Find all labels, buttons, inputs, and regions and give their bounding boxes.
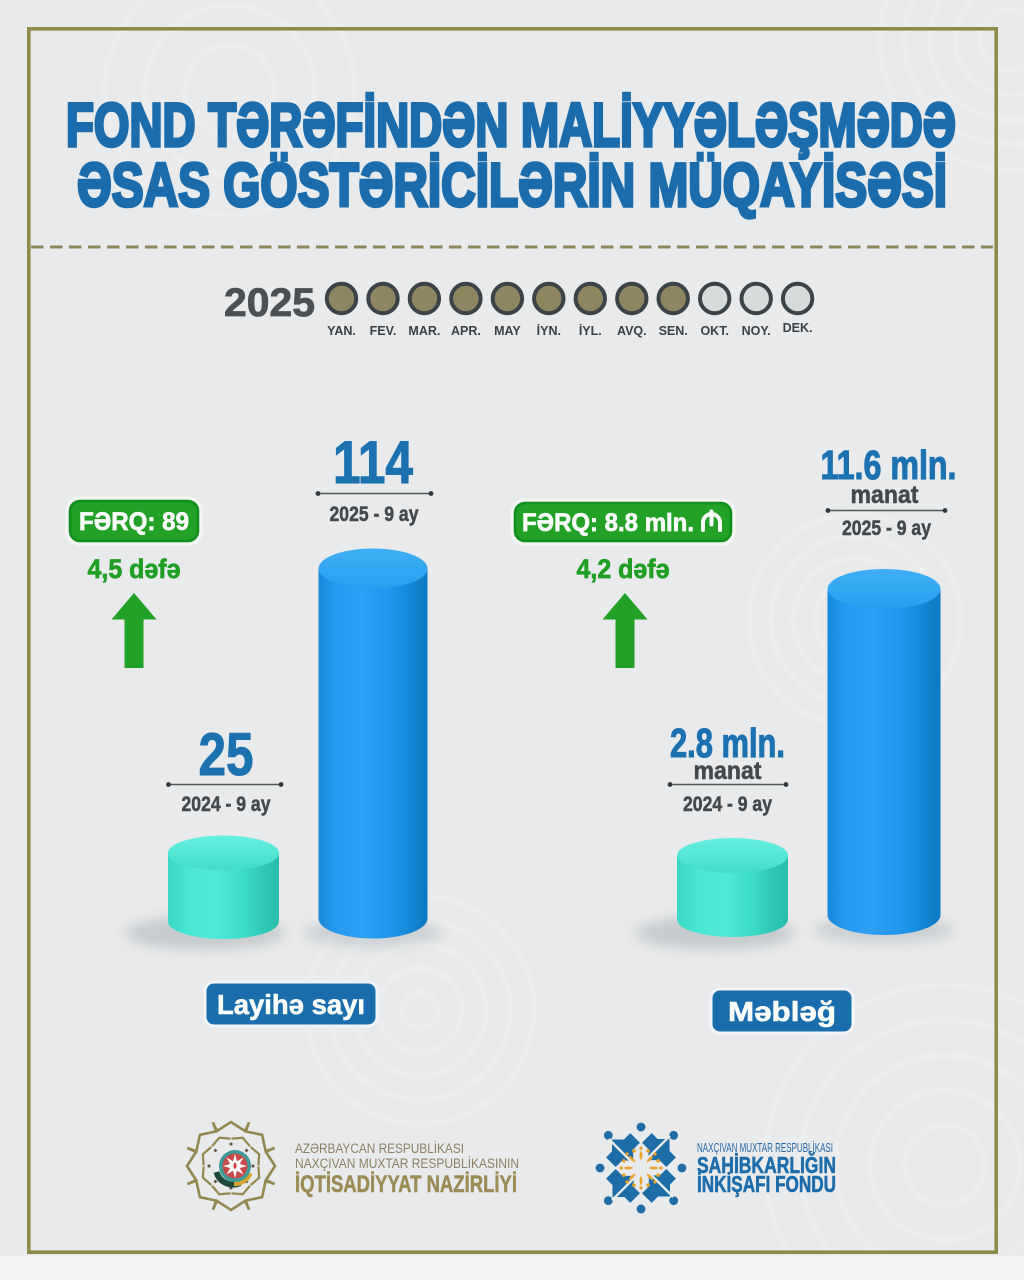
svg-text:2025 - 9 ay: 2025 - 9 ay (842, 517, 931, 540)
svg-text:2025 - 9 ay: 2025 - 9 ay (330, 503, 419, 526)
svg-text:25: 25 (199, 721, 254, 788)
svg-text:FƏRQ: 89: FƏRQ: 89 (79, 508, 189, 536)
svg-text:İNKİŞAFI FONDU: İNKİŞAFI FONDU (697, 1171, 836, 1197)
svg-text:11.6 mln.: 11.6 mln. (821, 442, 957, 488)
svg-text:NAXÇIVAN MUXTAR RESPUBLİKASI: NAXÇIVAN MUXTAR RESPUBLİKASI (697, 1141, 833, 1155)
svg-text:SEN.: SEN. (659, 324, 688, 338)
svg-text:DEK.: DEK. (783, 321, 813, 335)
svg-text:İYL.: İYL. (579, 323, 602, 338)
svg-text:OKT.: OKT. (700, 324, 728, 338)
svg-text:NAXÇIVAN MUXTAR RESPUBLİKASINI: NAXÇIVAN MUXTAR RESPUBLİKASININ (295, 1156, 519, 1171)
svg-text:İYN.: İYN. (537, 323, 561, 338)
svg-text:Məbləğ: Məbləğ (728, 996, 836, 1027)
svg-text:FOND TƏRƏFİNDƏN MALİYYƏLƏŞMƏDƏ: FOND TƏRƏFİNDƏN MALİYYƏLƏŞMƏDƏ (66, 91, 956, 159)
svg-text:114: 114 (333, 429, 414, 496)
svg-text:2024 - 9 ay: 2024 - 9 ay (683, 793, 772, 816)
svg-text:NOY.: NOY. (742, 324, 771, 338)
svg-text:YAN.: YAN. (327, 324, 356, 338)
svg-text:2024 - 9 ay: 2024 - 9 ay (182, 793, 271, 816)
svg-text:Layihə sayı: Layihə sayı (217, 989, 365, 1020)
svg-text:ƏSAS GÖSTƏRİCİLƏRİN MÜQAYİSƏSİ: ƏSAS GÖSTƏRİCİLƏRİN MÜQAYİSƏSİ (77, 151, 947, 219)
svg-text:4,5 dəfə: 4,5 dəfə (88, 554, 181, 584)
svg-text:manat: manat (694, 757, 763, 785)
svg-text:FEV.: FEV. (370, 324, 397, 338)
svg-text:2025: 2025 (224, 281, 315, 325)
svg-text:4,2 dəfə: 4,2 dəfə (577, 554, 670, 584)
svg-text:SAHİBKARLIĞIN: SAHİBKARLIĞIN (697, 1151, 836, 1178)
svg-text:MAR.: MAR. (408, 324, 440, 338)
svg-text:MAY: MAY (494, 324, 521, 338)
svg-text:APR.: APR. (451, 324, 481, 338)
svg-text:FƏRQ: 8.8 mln.: FƏRQ: 8.8 mln. (522, 509, 694, 537)
svg-text:AVQ.: AVQ. (617, 324, 647, 338)
svg-text:AZƏRBAYCAN RESPUBLİKASI: AZƏRBAYCAN RESPUBLİKASI (295, 1141, 464, 1156)
svg-text:manat: manat (851, 481, 920, 509)
svg-text:İQTİSADİYYAT NAZİRLİYİ: İQTİSADİYYAT NAZİRLİYİ (295, 1171, 517, 1198)
svg-text:2.8 mln.: 2.8 mln. (670, 720, 785, 766)
